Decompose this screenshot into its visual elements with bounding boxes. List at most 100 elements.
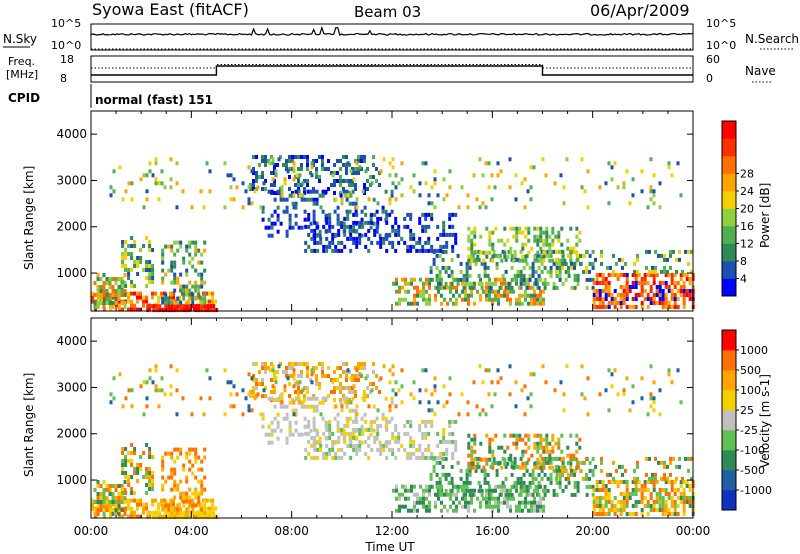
heatmap-cell [575, 457, 579, 462]
heatmap-cell [488, 488, 491, 493]
heatmap-cell [343, 431, 347, 436]
heatmap-cell [102, 273, 106, 277]
heatmap-cell [294, 213, 298, 218]
heatmap-cell [285, 416, 289, 421]
heatmap-cell [595, 273, 599, 277]
velocity-ytick-label: 2000 [56, 427, 87, 441]
heatmap-cell [117, 297, 121, 301]
heatmap-cell [250, 376, 254, 381]
heatmap-cell [111, 508, 115, 512]
heatmap-cell [361, 396, 365, 401]
heatmap-cell [182, 511, 186, 516]
heatmap-cell [625, 169, 629, 174]
heatmap-cell [591, 492, 595, 497]
heatmap-cell [343, 439, 347, 444]
heatmap-cell [557, 465, 561, 470]
heatmap-cell [276, 424, 280, 429]
heatmap-cell [450, 480, 454, 485]
heatmap-cell [669, 460, 672, 465]
heatmap-cell [447, 480, 451, 485]
heatmap-cell [503, 293, 506, 298]
heatmap-cell [483, 265, 487, 270]
heatmap-cell [612, 476, 615, 481]
heatmap-cell [595, 277, 599, 281]
heatmap-cell [291, 225, 295, 230]
heatmap-cell [382, 236, 386, 241]
heatmap-cell [182, 503, 186, 508]
freq-unit-label: [MHz] [6, 68, 38, 81]
heatmap-cell [634, 500, 638, 504]
heatmap-cell [375, 229, 379, 234]
heatmap-cell [500, 500, 503, 505]
heatmap-cell [625, 293, 629, 297]
heatmap-cell [673, 508, 677, 512]
heatmap-cell [382, 443, 386, 448]
heatmap-cell [206, 304, 210, 309]
heatmap-cell [446, 301, 449, 306]
heatmap-cell [619, 297, 623, 301]
heatmap-cell [554, 234, 558, 239]
heatmap-cell [136, 295, 139, 300]
heatmap-cell [342, 163, 345, 167]
heatmap-cell [548, 453, 552, 458]
heatmap-cell [637, 281, 641, 285]
heatmap-cell [355, 197, 359, 202]
heatmap-cell [354, 366, 357, 370]
heatmap-cell [339, 398, 342, 402]
heatmap-cell [509, 246, 513, 251]
velocity-colorbar-segment [722, 330, 736, 351]
heatmap-cell [442, 431, 446, 436]
heatmap-cell [339, 175, 342, 179]
heatmap-cell [303, 197, 307, 202]
heatmap-cell [675, 269, 678, 274]
heatmap-cell [549, 472, 553, 477]
power-ytick-label: 2000 [56, 220, 87, 234]
heatmap-cell [575, 242, 579, 247]
heatmap-cell [428, 500, 431, 505]
heatmap-cell [618, 257, 621, 262]
heatmap-cell [127, 483, 131, 487]
heatmap-cell [488, 496, 491, 501]
heatmap-cell [528, 472, 532, 477]
heatmap-cell [136, 506, 139, 511]
heatmap-cell [155, 515, 159, 520]
heatmap-cell [465, 468, 469, 473]
heatmap-cell [160, 169, 164, 174]
heatmap-cell [367, 435, 371, 440]
heatmap-cell [527, 437, 531, 442]
heatmap-cell [270, 213, 274, 218]
power-colorbar-tick-label: 28 [740, 168, 754, 181]
heatmap-cell [549, 480, 553, 485]
heatmap-cell [419, 484, 422, 489]
heatmap-cell [229, 185, 233, 190]
heatmap-cell [607, 480, 611, 484]
heatmap-cell [598, 289, 602, 293]
heatmap-cell [646, 480, 650, 484]
heatmap-cell [271, 161, 275, 166]
heatmap-cell [337, 248, 341, 253]
heatmap-cell [267, 189, 271, 194]
heatmap-cell [99, 285, 103, 289]
heatmap-cell [321, 193, 325, 198]
heatmap-cell [428, 293, 431, 298]
heatmap-cell [651, 476, 654, 481]
heatmap-cell [404, 289, 407, 294]
heatmap-cell [447, 265, 451, 270]
heatmap-cell [485, 281, 488, 286]
heatmap-cell [328, 427, 332, 432]
heatmap-cell [416, 293, 419, 298]
heatmap-cell [247, 201, 251, 206]
heatmap-cell [488, 238, 492, 243]
heatmap-cell [376, 431, 380, 436]
heatmap-cell [306, 155, 309, 159]
heatmap-cell [331, 236, 335, 241]
heatmap-cell [622, 289, 626, 293]
heatmap-cell [409, 439, 413, 444]
heatmap-cell [167, 503, 171, 508]
heatmap-cell [513, 253, 517, 258]
heatmap-cell [142, 380, 146, 385]
heatmap-cell [485, 488, 488, 493]
heatmap-cell [185, 288, 189, 293]
heatmap-cell [467, 254, 471, 259]
